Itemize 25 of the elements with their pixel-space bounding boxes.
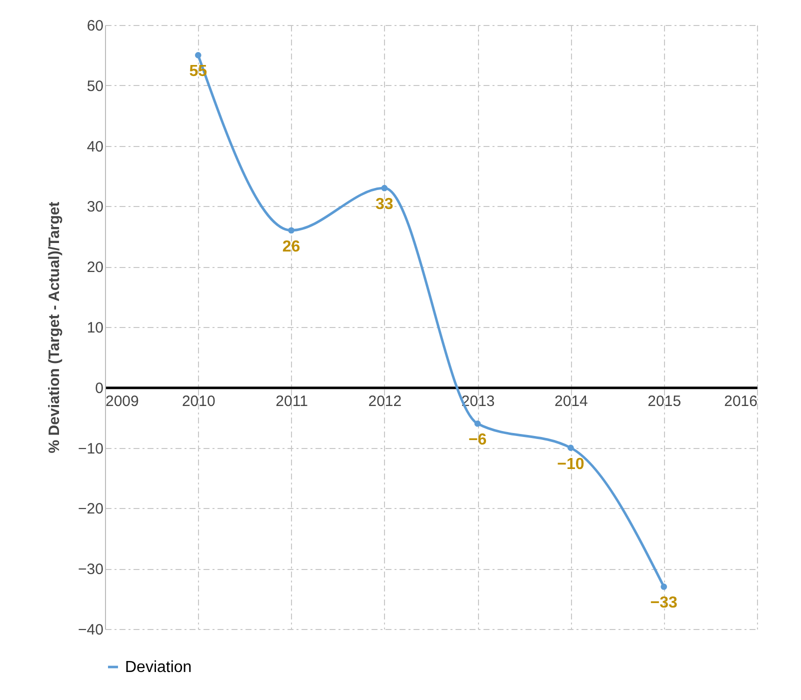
- x-tick-label: 2016: [724, 392, 758, 410]
- data-label: −6: [468, 432, 487, 449]
- x-tick-label: 2011: [276, 392, 308, 410]
- x-tick-label: 2015: [648, 392, 682, 410]
- y-tick-label: −10: [78, 440, 104, 458]
- y-tick-label: −30: [78, 561, 104, 578]
- y-tick-label: 10: [86, 320, 104, 336]
- data-label: 33: [376, 196, 394, 214]
- y-tick-label: 60: [86, 18, 104, 34]
- x-tick-label: 2009: [106, 392, 139, 410]
- y-tick-label: 0: [95, 380, 104, 397]
- y-axis-title: % Deviation (Target - Actual)/Target: [46, 202, 64, 454]
- legend-label: Deviation: [125, 659, 192, 676]
- y-tick-label: −20: [78, 500, 104, 518]
- y-tick-label: 40: [86, 138, 104, 156]
- y-tick-label: 50: [86, 78, 104, 95]
- data-label: 26: [282, 238, 300, 256]
- x-tick-label: 2010: [182, 392, 216, 410]
- y-tick-label: −40: [78, 622, 104, 638]
- data-label: −33: [650, 594, 678, 612]
- x-tick-label: 2012: [368, 392, 402, 410]
- data-label: −10: [557, 456, 584, 473]
- y-tick-label: 20: [86, 259, 104, 276]
- x-tick-label: 2014: [554, 392, 588, 410]
- y-tick-label: 30: [86, 198, 104, 216]
